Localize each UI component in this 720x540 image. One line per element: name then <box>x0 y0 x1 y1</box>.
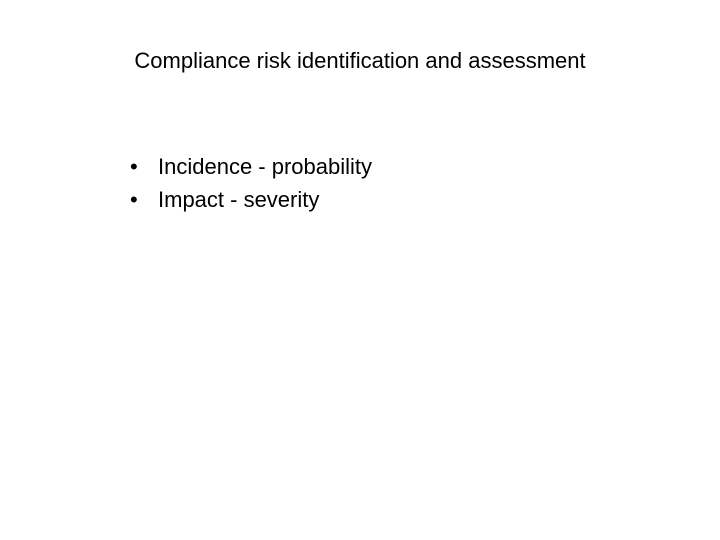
bullet-item: Impact - severity <box>130 185 720 216</box>
bullet-list: Incidence - probability Impact - severit… <box>130 152 720 216</box>
slide-container: Compliance risk identification and asses… <box>0 0 720 540</box>
slide-title: Compliance risk identification and asses… <box>0 48 720 74</box>
slide-content: Incidence - probability Impact - severit… <box>0 152 720 216</box>
bullet-item: Incidence - probability <box>130 152 720 183</box>
